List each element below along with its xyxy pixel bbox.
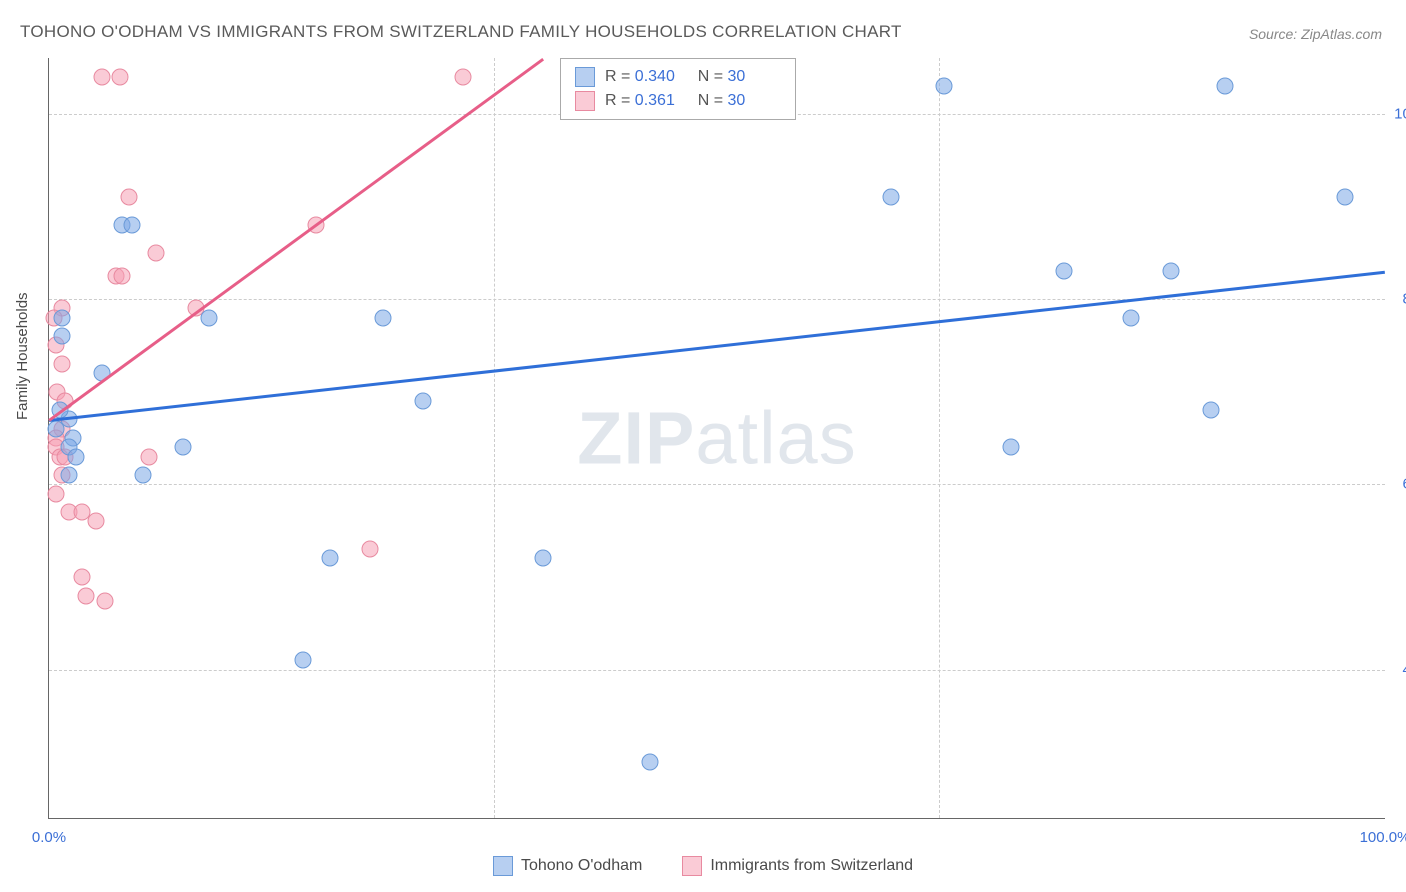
data-point xyxy=(642,754,659,771)
data-point xyxy=(147,244,164,261)
data-point xyxy=(1336,189,1353,206)
legend-label: Tohono O'odham xyxy=(521,857,642,875)
y-tick-label: 100.0% xyxy=(1393,105,1406,122)
data-point xyxy=(1216,77,1233,94)
data-point xyxy=(1123,309,1140,326)
data-point xyxy=(415,392,432,409)
y-axis-label: Family Households xyxy=(14,292,31,420)
data-point xyxy=(114,267,131,284)
data-point xyxy=(1002,439,1019,456)
data-point xyxy=(455,68,472,85)
data-point xyxy=(321,550,338,567)
data-point xyxy=(123,216,140,233)
data-point xyxy=(375,309,392,326)
data-point xyxy=(111,68,128,85)
x-tick-label: 100.0% xyxy=(1360,829,1406,846)
y-tick-label: 80.0% xyxy=(1393,290,1406,307)
data-point xyxy=(94,68,111,85)
source-text: Source: ZipAtlas.com xyxy=(1249,26,1382,42)
watermark-rest: atlas xyxy=(695,397,856,480)
data-point xyxy=(174,439,191,456)
gridline-h xyxy=(49,670,1385,671)
y-tick-label: 60.0% xyxy=(1393,476,1406,493)
x-tick-label: 0.0% xyxy=(32,829,66,846)
legend-swatch xyxy=(493,856,513,876)
watermark: ZIPatlas xyxy=(577,396,856,481)
data-point xyxy=(61,467,78,484)
data-point xyxy=(1163,263,1180,280)
data-point xyxy=(1203,402,1220,419)
trend-line xyxy=(49,271,1385,422)
scatter-plot-area: ZIPatlas 40.0%60.0%80.0%100.0%0.0%100.0% xyxy=(48,58,1385,819)
data-point xyxy=(54,309,71,326)
data-point xyxy=(87,513,104,530)
gridline-v xyxy=(939,58,940,818)
data-point xyxy=(134,467,151,484)
data-point xyxy=(294,652,311,669)
legend-row: R = 0.340 N = 30 xyxy=(575,65,781,89)
series-legend: Tohono O'odham Immigrants from Switzerlan… xyxy=(0,856,1406,876)
data-point xyxy=(54,355,71,372)
data-point xyxy=(882,189,899,206)
legend-label: Immigrants from Switzerland xyxy=(710,857,913,875)
data-point xyxy=(97,593,114,610)
legend-swatch xyxy=(575,67,595,87)
legend-swatch xyxy=(682,856,702,876)
gridline-h xyxy=(49,299,1385,300)
data-point xyxy=(47,485,64,502)
data-point xyxy=(54,328,71,345)
gridline-h xyxy=(49,484,1385,485)
data-point xyxy=(361,541,378,558)
data-point xyxy=(936,77,953,94)
data-point xyxy=(141,448,158,465)
legend-item: Immigrants from Switzerland xyxy=(682,856,913,876)
y-tick-label: 40.0% xyxy=(1393,661,1406,678)
legend-stat-text: R = 0.361 N = 30 xyxy=(605,92,781,110)
data-point xyxy=(47,420,64,437)
legend-row: R = 0.361 N = 30 xyxy=(575,89,781,113)
legend-stat-text: R = 0.340 N = 30 xyxy=(605,68,781,86)
data-point xyxy=(78,587,95,604)
data-point xyxy=(535,550,552,567)
data-point xyxy=(121,189,138,206)
data-point xyxy=(67,448,84,465)
data-point xyxy=(201,309,218,326)
data-point xyxy=(1056,263,1073,280)
watermark-bold: ZIP xyxy=(577,397,695,480)
chart-title: TOHONO O'ODHAM VS IMMIGRANTS FROM SWITZE… xyxy=(20,22,902,42)
gridline-v xyxy=(494,58,495,818)
correlation-legend: R = 0.340 N = 30 R = 0.361 N = 30 xyxy=(560,58,796,120)
legend-swatch xyxy=(575,91,595,111)
legend-item: Tohono O'odham xyxy=(493,856,642,876)
data-point xyxy=(74,569,91,586)
